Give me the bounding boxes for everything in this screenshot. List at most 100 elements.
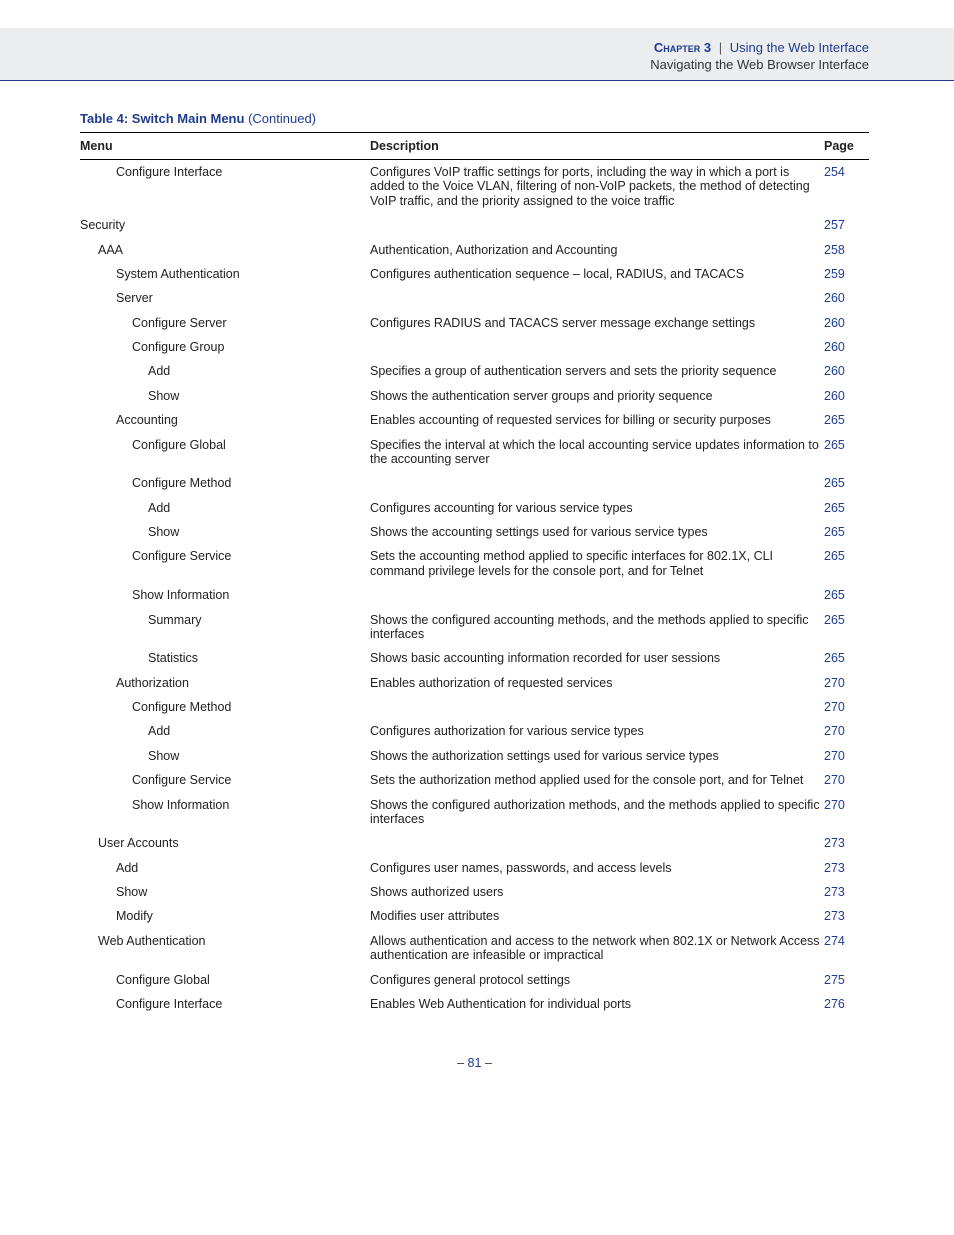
table-row: StatisticsShows basic accounting informa… bbox=[80, 646, 869, 670]
page-cell: 254 bbox=[824, 160, 869, 214]
page-cell: 265 bbox=[824, 646, 869, 670]
page-link[interactable]: 270 bbox=[824, 676, 845, 690]
table-row: Configure ServiceSets the authorization … bbox=[80, 768, 869, 792]
description-cell: Modifies user attributes bbox=[370, 904, 824, 928]
table-row: Web AuthenticationAllows authentication … bbox=[80, 929, 869, 968]
menu-cell: Add bbox=[80, 856, 370, 880]
page-cell: 260 bbox=[824, 286, 869, 310]
menu-label: Configure Global bbox=[80, 973, 364, 987]
menu-cell: Configure Global bbox=[80, 433, 370, 472]
menu-cell: Configure Method bbox=[80, 695, 370, 719]
description-cell bbox=[370, 695, 824, 719]
page-link[interactable]: 260 bbox=[824, 291, 845, 305]
page-cell: 274 bbox=[824, 929, 869, 968]
page-link[interactable]: 276 bbox=[824, 997, 845, 1011]
page-link[interactable]: 265 bbox=[824, 501, 845, 515]
page-link[interactable]: 270 bbox=[824, 773, 845, 787]
page-cell: 260 bbox=[824, 335, 869, 359]
page-link[interactable]: 265 bbox=[824, 549, 845, 563]
description-cell: Shows the accounting settings used for v… bbox=[370, 520, 824, 544]
description-cell: Configures RADIUS and TACACS server mess… bbox=[370, 311, 824, 335]
menu-cell: Server bbox=[80, 286, 370, 310]
page-link[interactable]: 254 bbox=[824, 165, 845, 179]
description-cell: Shows basic accounting information recor… bbox=[370, 646, 824, 670]
menu-label: AAA bbox=[80, 243, 364, 257]
table-row: Add Configures authorization for various … bbox=[80, 719, 869, 743]
menu-label: Configure Interface bbox=[80, 165, 364, 179]
table-row: Show Shows authorized users273 bbox=[80, 880, 869, 904]
menu-label: Configure Service bbox=[80, 549, 364, 563]
col-header-menu: Menu bbox=[80, 133, 370, 160]
page-cell: 270 bbox=[824, 768, 869, 792]
menu-label: User Accounts bbox=[80, 836, 364, 850]
page-link[interactable]: 265 bbox=[824, 438, 845, 452]
page-link[interactable]: 258 bbox=[824, 243, 845, 257]
menu-label: Add bbox=[80, 861, 364, 875]
header-title: Using the Web Interface bbox=[730, 40, 869, 55]
menu-cell: Show bbox=[80, 384, 370, 408]
table-row: Show Information265 bbox=[80, 583, 869, 607]
table-row: Configure Method 270 bbox=[80, 695, 869, 719]
page-link[interactable]: 274 bbox=[824, 934, 845, 948]
page-cell: 270 bbox=[824, 671, 869, 695]
page-cell: 273 bbox=[824, 904, 869, 928]
page-link[interactable]: 265 bbox=[824, 476, 845, 490]
page-link[interactable]: 273 bbox=[824, 885, 845, 899]
page-link[interactable]: 260 bbox=[824, 316, 845, 330]
description-cell: Sets the authorization method applied us… bbox=[370, 768, 824, 792]
menu-cell: Configure Service bbox=[80, 544, 370, 583]
page-link[interactable]: 273 bbox=[824, 836, 845, 850]
page-link[interactable]: 273 bbox=[824, 861, 845, 875]
page-link[interactable]: 265 bbox=[824, 613, 845, 627]
menu-label: Configure Interface bbox=[80, 997, 364, 1011]
table-row: AccountingEnables accounting of requeste… bbox=[80, 408, 869, 432]
menu-cell: Modify bbox=[80, 904, 370, 928]
menu-label: Web Authentication bbox=[80, 934, 364, 948]
page-link[interactable]: 260 bbox=[824, 389, 845, 403]
description-cell: Configures accounting for various servic… bbox=[370, 496, 824, 520]
page-link[interactable]: 265 bbox=[824, 525, 845, 539]
page-cell: 273 bbox=[824, 831, 869, 855]
page-cell: 265 bbox=[824, 544, 869, 583]
page-link[interactable]: 270 bbox=[824, 700, 845, 714]
page-link[interactable]: 273 bbox=[824, 909, 845, 923]
table-row: Server 260 bbox=[80, 286, 869, 310]
description-cell: Configures general protocol settings bbox=[370, 968, 824, 992]
page-link[interactable]: 260 bbox=[824, 340, 845, 354]
page-cell: 276 bbox=[824, 992, 869, 1016]
page-link[interactable]: 265 bbox=[824, 588, 845, 602]
page-cell: 270 bbox=[824, 695, 869, 719]
table-row: AddConfigures user names, passwords, and… bbox=[80, 856, 869, 880]
col-header-description: Description bbox=[370, 133, 824, 160]
page-link[interactable]: 275 bbox=[824, 973, 845, 987]
page-link[interactable]: 259 bbox=[824, 267, 845, 281]
page-link[interactable]: 257 bbox=[824, 218, 845, 232]
page-link[interactable]: 265 bbox=[824, 413, 845, 427]
table-row: Configure ServerConfigures RADIUS and TA… bbox=[80, 311, 869, 335]
menu-label: Configure Group bbox=[80, 340, 364, 354]
page-link[interactable]: 260 bbox=[824, 364, 845, 378]
header-line-1: Chapter 3 | Using the Web Interface bbox=[0, 40, 869, 55]
page-link[interactable]: 270 bbox=[824, 749, 845, 763]
table-row: Configure InterfaceEnables Web Authentic… bbox=[80, 992, 869, 1016]
page-link[interactable]: 265 bbox=[824, 651, 845, 665]
menu-cell: Show bbox=[80, 520, 370, 544]
menu-label: Show bbox=[80, 389, 364, 403]
page-link[interactable]: 270 bbox=[824, 798, 845, 812]
menu-cell: Configure Server bbox=[80, 311, 370, 335]
page-cell: 259 bbox=[824, 262, 869, 286]
menu-label: Add bbox=[80, 724, 364, 738]
page-cell: 265 bbox=[824, 471, 869, 495]
menu-label: Show bbox=[80, 885, 364, 899]
col-header-page: Page bbox=[824, 133, 869, 160]
description-cell: Configures authorization for various ser… bbox=[370, 719, 824, 743]
page-cell: 265 bbox=[824, 433, 869, 472]
table-row: AddConfigures accounting for various ser… bbox=[80, 496, 869, 520]
footer-dash-right: – bbox=[485, 1056, 492, 1070]
page-cell: 265 bbox=[824, 583, 869, 607]
page-link[interactable]: 270 bbox=[824, 724, 845, 738]
description-cell: Shows authorized users bbox=[370, 880, 824, 904]
table-row: AddSpecifies a group of authentication s… bbox=[80, 359, 869, 383]
table-row: ModifyModifies user attributes273 bbox=[80, 904, 869, 928]
header-subtitle: Navigating the Web Browser Interface bbox=[0, 57, 869, 72]
